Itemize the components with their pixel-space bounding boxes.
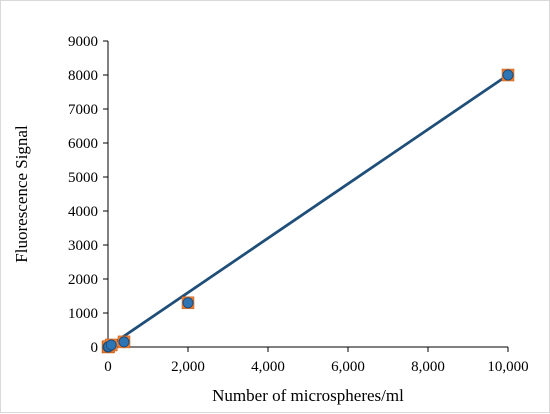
- x-tick-label: 4,000: [251, 359, 285, 375]
- y-tick-label: 4000: [68, 204, 98, 220]
- data-point-circle: [105, 339, 117, 351]
- x-tick-label: 6,000: [331, 359, 365, 375]
- y-axis-title: Fluorescence Signal: [12, 125, 31, 263]
- data-point-circle: [118, 336, 130, 348]
- axes: [107, 41, 508, 348]
- y-tick-label: 9000: [68, 34, 98, 50]
- trendline-layer: [107, 73, 509, 349]
- y-tick-label: 2000: [68, 272, 98, 288]
- trendline: [107, 73, 509, 349]
- x-tick-label: 8,000: [411, 359, 445, 375]
- y-tick-label: 5000: [68, 170, 98, 186]
- x-tick-label: 2,000: [171, 359, 205, 375]
- y-tick-label: 6000: [68, 136, 98, 152]
- x-axis-ticks: 0 2,000 4,000 6,000 8,000 10,000: [104, 347, 529, 375]
- y-axis-ticks: 0 1000 2000 3000 4000 5000 6000 7000 8000 9000: [68, 34, 108, 356]
- x-axis-title: Number of microspheres/ml: [212, 386, 404, 405]
- y-tick-label: 3000: [68, 238, 98, 254]
- x-tick-label: 0: [104, 359, 112, 375]
- x-tick-label: 10,000: [487, 359, 528, 375]
- data-points-layer: [101, 68, 515, 354]
- data-point-circle: [502, 69, 514, 81]
- data-point-circle: [182, 297, 194, 309]
- y-tick-label: 0: [91, 340, 99, 356]
- y-tick-label: 1000: [68, 306, 98, 322]
- y-tick-label: 7000: [68, 102, 98, 118]
- y-tick-label: 8000: [68, 68, 98, 84]
